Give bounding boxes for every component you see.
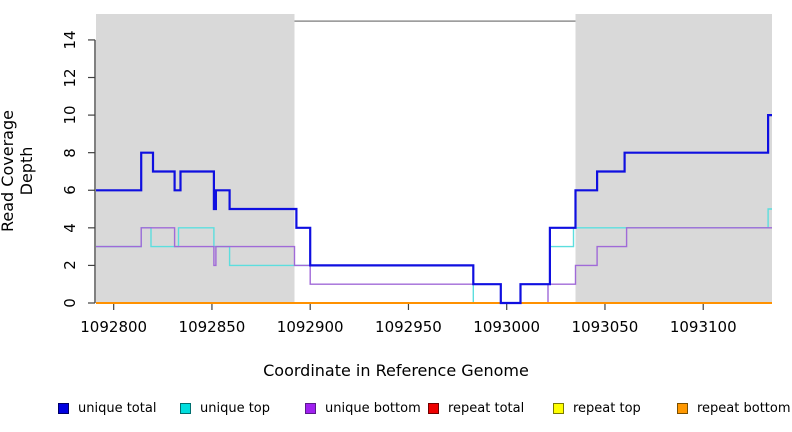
legend-entry-unique-total: unique total [58, 399, 156, 417]
legend-swatch-icon [677, 402, 688, 414]
repeat-masked-right-region [575, 14, 772, 303]
x-tick-label: 1092800 [80, 318, 148, 336]
y-tick-label: 2 [61, 260, 79, 271]
x-tick-label: 1092950 [375, 318, 442, 336]
legend-swatch-icon [428, 402, 439, 414]
legend-label: repeat bottom [697, 400, 791, 416]
series-unique-total [96, 113, 772, 305]
y-tick-label: 0 [61, 298, 79, 308]
legend-label: unique total [78, 400, 157, 416]
legend-entry-unique-top: unique top [180, 399, 270, 417]
legend-label: unique bottom [325, 400, 421, 416]
y-tick-label: 12 [61, 67, 79, 88]
x-axis-title: Coordinate in Reference Genome [263, 361, 529, 380]
y-tick-label: 4 [61, 223, 79, 233]
legend-entry-repeat-top: repeat top [553, 399, 641, 417]
x-tick-label: 1093050 [571, 318, 639, 336]
y-axis-title: Read Coverage Depth [0, 110, 36, 232]
legend-swatch-icon [58, 402, 69, 414]
x-tick-label: 1092900 [276, 318, 344, 336]
y-tick-label: 14 [61, 30, 79, 50]
legend-label: repeat top [573, 400, 641, 416]
legend-entry-unique-bottom: unique bottom [305, 399, 421, 417]
y-tick-label: 10 [61, 105, 79, 125]
series-unique-bottom [96, 227, 772, 304]
legend-label: unique top [200, 400, 271, 416]
y-tick-label: 6 [61, 185, 79, 196]
legend-label: repeat total [448, 400, 525, 416]
legend-swatch-icon [305, 402, 316, 414]
legend-entry-repeat-bottom: repeat bottom [677, 399, 791, 417]
x-tick-label: 1093100 [669, 318, 737, 336]
x-tick-label: 1093000 [473, 318, 541, 336]
legend-entry-repeat-total: repeat total [428, 399, 524, 417]
legend-swatch-icon [180, 402, 191, 414]
legend-swatch-icon [553, 402, 564, 414]
y-tick-label: 8 [61, 147, 79, 158]
x-tick-label: 1092850 [178, 318, 246, 336]
repeat-masked-left-region [96, 14, 295, 303]
legend: unique total unique top unique bottom repea… [0, 399, 792, 419]
